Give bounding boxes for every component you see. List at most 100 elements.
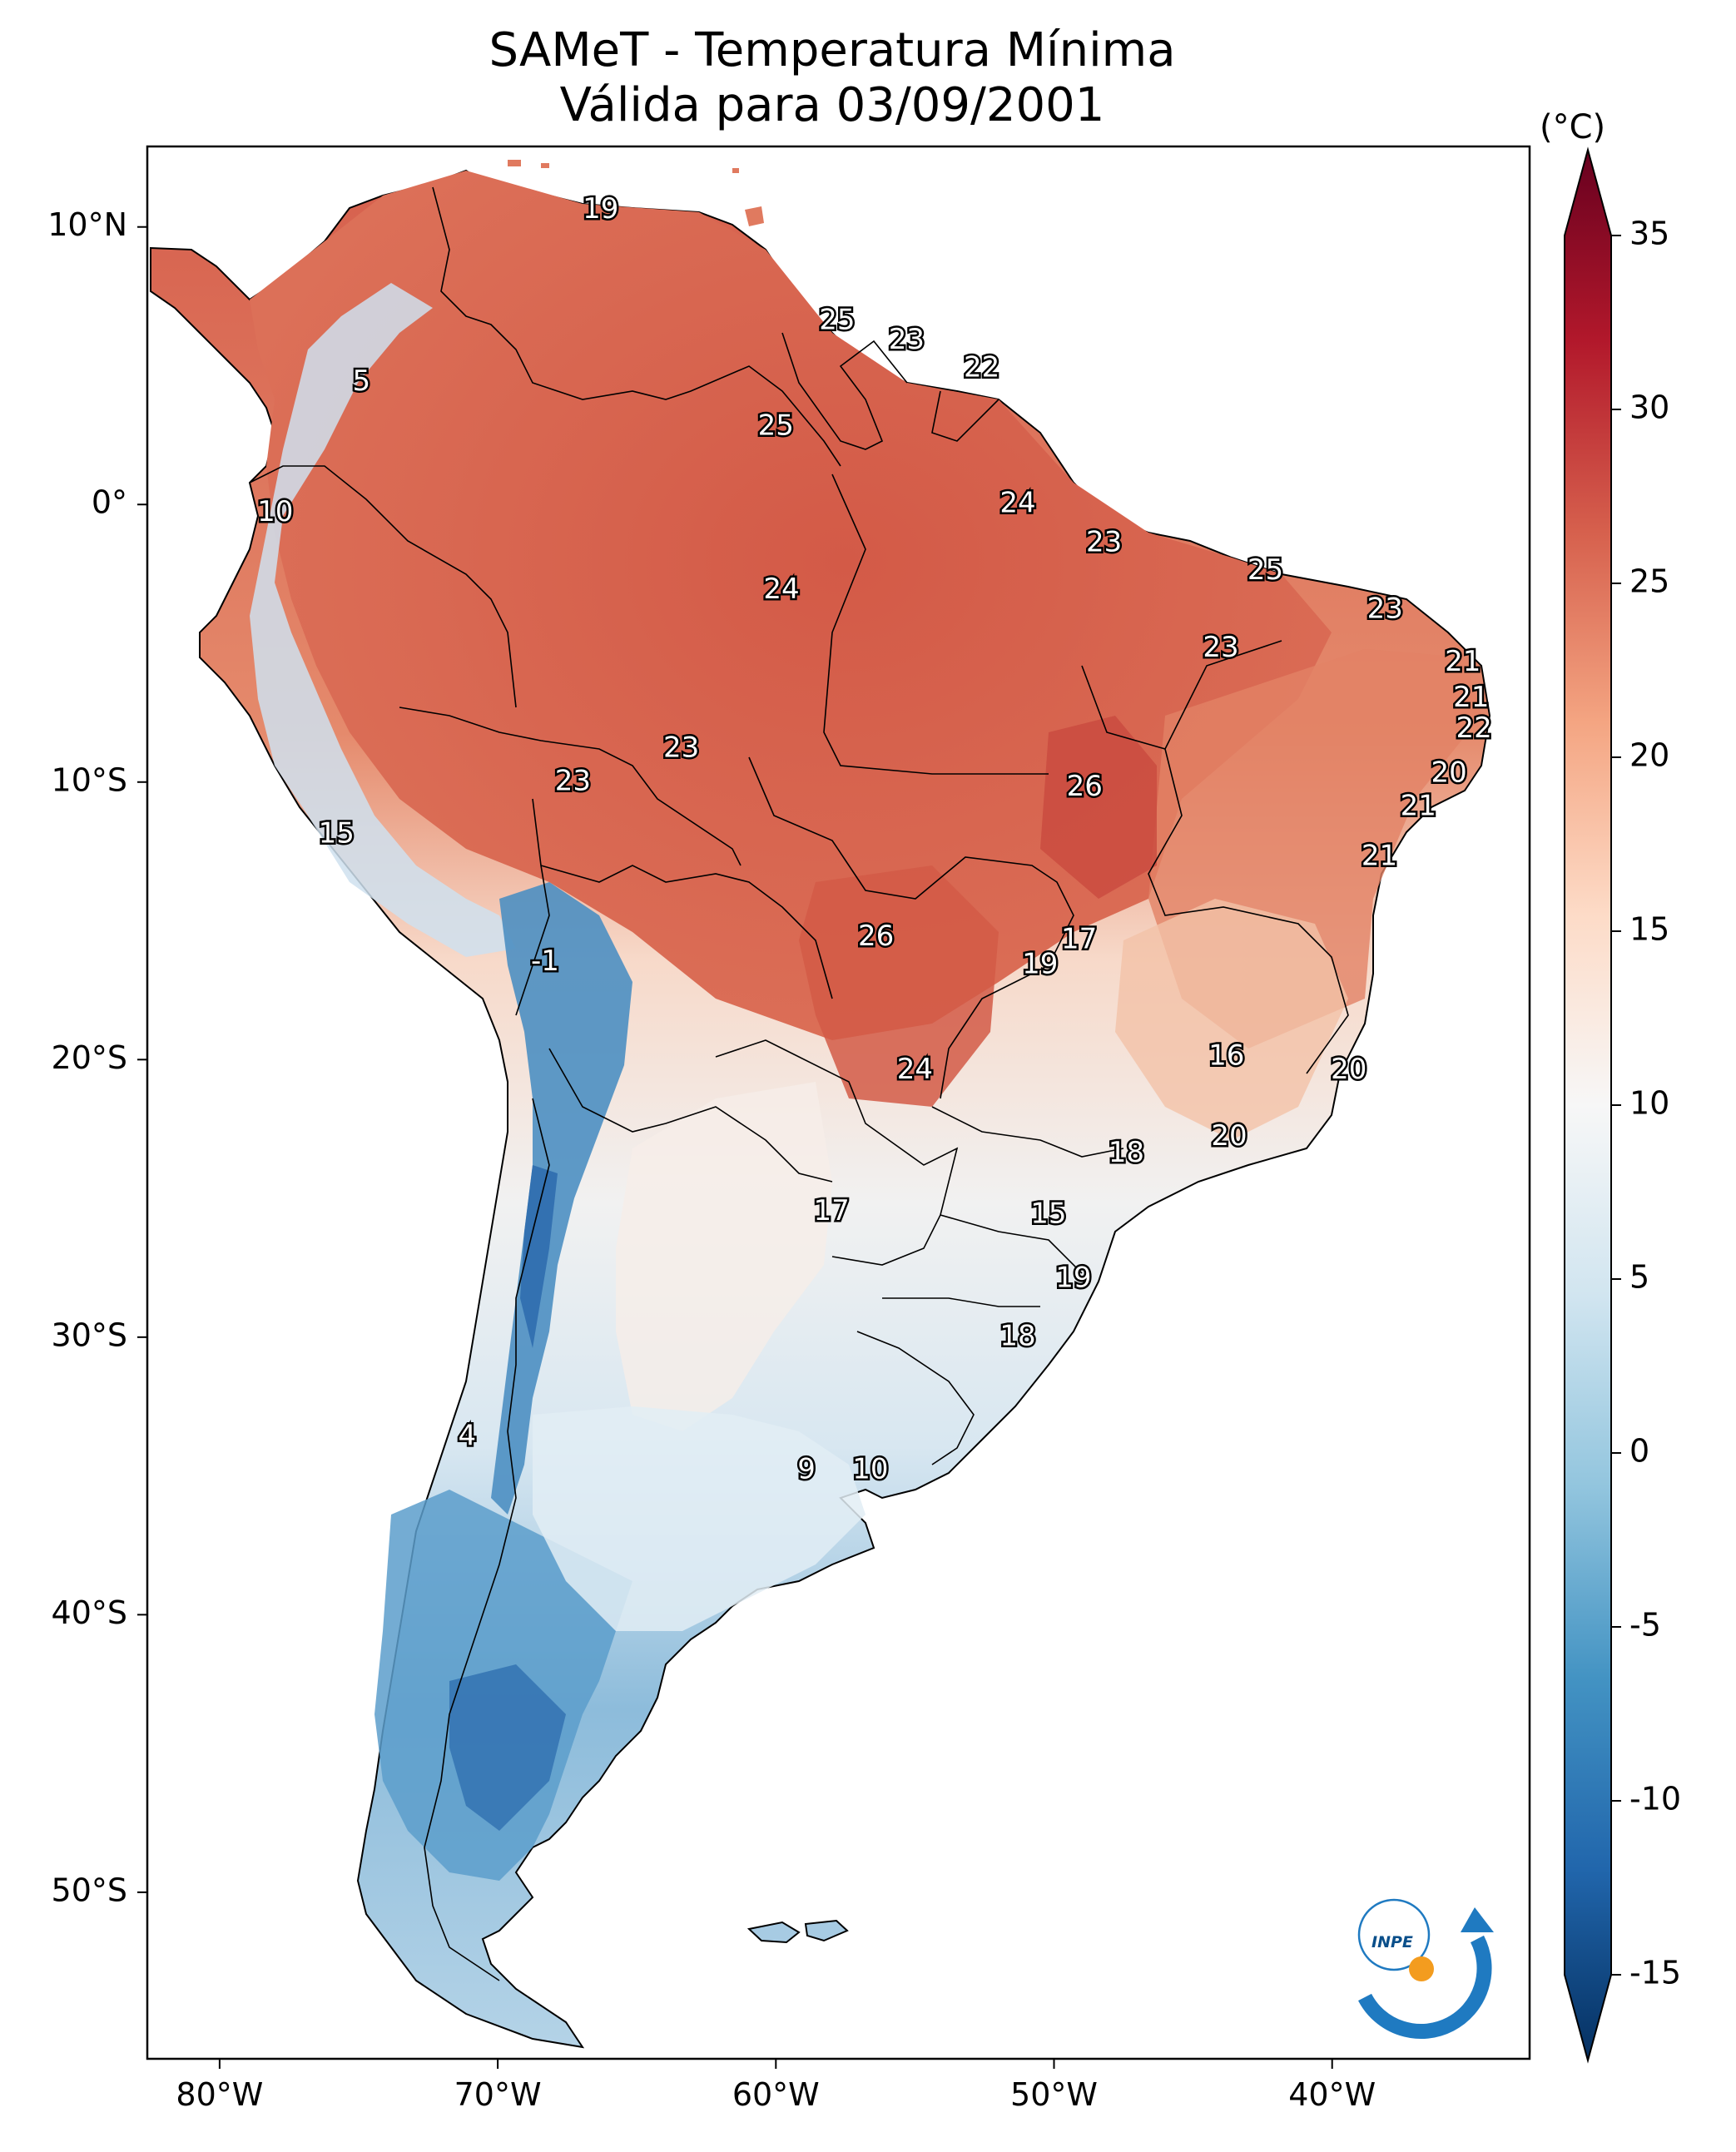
falkland-east	[804, 1919, 849, 1942]
contour-label: 24	[763, 573, 799, 606]
contour-label: 25	[1247, 553, 1283, 587]
contour-label: 20	[1431, 756, 1466, 789]
lat-tick-label: 0°	[92, 484, 127, 521]
contour-label: 21	[1453, 681, 1489, 714]
contour-label: 23	[1086, 525, 1122, 558]
lon-tick-label: 80°W	[176, 2076, 263, 2113]
contour-label: 21	[1445, 645, 1481, 678]
contour-label: 9	[797, 1452, 816, 1485]
inpe-logo-arrow	[1461, 1907, 1494, 1932]
colorbar-tick-label: 35	[1629, 216, 1669, 252]
andes-cold-core	[520, 1165, 558, 1348]
contour-label: 21	[1362, 839, 1397, 872]
trinidad-island	[745, 206, 764, 226]
contour-label: 23	[1203, 631, 1238, 664]
pampas-pale-region	[616, 1082, 832, 1431]
latitude-ticks: 10°N 0° 10°S 20°S 30°S 40°S 50°S	[47, 206, 147, 1908]
map-axes-frame	[146, 145, 1531, 2060]
contour-label: 5	[353, 364, 371, 398]
contour-label: 18	[999, 1319, 1035, 1352]
contour-label: 16	[1208, 1039, 1244, 1072]
border-colombia-ecuador	[249, 465, 517, 708]
border-brazil-interior-1	[823, 474, 1049, 775]
lat-tick-label: 10°N	[47, 206, 127, 243]
contour-label: 23	[555, 764, 591, 797]
colorbar-tick-label: -5	[1629, 1607, 1661, 1644]
colorbar-tick-label: -15	[1629, 1955, 1681, 1991]
contour-label: 19	[583, 192, 618, 226]
tocantins-hot-region	[1040, 716, 1157, 899]
continent-land	[150, 169, 1491, 2049]
contour-label: 23	[1367, 592, 1403, 625]
contour-label: 4	[459, 1419, 477, 1452]
contour-label: 26	[1067, 770, 1103, 803]
map-title: SAMeT - Temperatura Mínima Válida para 0…	[0, 23, 1664, 133]
border-argentina-chile	[424, 1098, 550, 1981]
contour-label: -1	[531, 945, 559, 978]
border-uruguay	[856, 1331, 975, 1465]
contour-label: 19	[1022, 947, 1058, 980]
inpe-logo-sun	[1409, 1956, 1434, 1981]
title-line-2: Válida para 03/09/2001	[559, 78, 1105, 132]
lon-tick-label: 60°W	[732, 2076, 820, 2113]
contour-label: 15	[1030, 1197, 1066, 1231]
small-island-2	[541, 163, 549, 168]
contour-label: 26	[858, 920, 894, 953]
contour-label: 20	[1331, 1053, 1366, 1086]
border-brazil-interior-4	[882, 1106, 1124, 1307]
longitude-ticks: 80°W 70°W 60°W 50°W 40°W	[176, 2059, 1376, 2113]
lat-tick-label: 40°S	[52, 1594, 127, 1631]
contour-label: 25	[819, 304, 855, 337]
falkland-west	[746, 1921, 801, 1944]
andes-cold-central	[491, 882, 632, 1515]
country-borders	[249, 186, 1349, 1981]
contour-label: 25	[758, 409, 794, 442]
colorbar-tick-label: 0	[1629, 1433, 1649, 1470]
andes-cold-north	[250, 283, 516, 957]
colorbar-bar	[1564, 146, 1612, 2064]
caribbean-islands	[508, 160, 764, 226]
contour-label: 10	[852, 1452, 888, 1485]
border-bolivia-south	[548, 1048, 833, 1183]
border-brazil-interior-3	[748, 756, 1074, 1099]
contour-label: 17	[1061, 922, 1097, 955]
pampas-cool-region	[533, 1406, 866, 1631]
inpe-logo-ring	[1357, 1898, 1431, 1971]
colorbar-tick-label: 25	[1629, 563, 1669, 600]
lat-tick-label: 20°S	[52, 1039, 127, 1076]
lat-tick-label: 30°S	[52, 1316, 127, 1353]
border-venezuela-colombia	[432, 186, 841, 467]
contour-label: 23	[663, 731, 699, 764]
patagonia-cold-core	[449, 1664, 566, 1831]
colorbar-tick-label: 5	[1629, 1259, 1649, 1296]
title-line-1: SAMeT - Temperatura Mínima	[489, 23, 1176, 77]
lat-tick-label: 10°S	[52, 761, 127, 798]
contour-label: 10	[257, 495, 293, 528]
contour-label: 22	[1456, 712, 1492, 745]
colorbar-unit: (°C)	[1540, 108, 1606, 146]
contour-label: 18	[1109, 1136, 1144, 1169]
colorbar-tick-label: -10	[1629, 1781, 1681, 1817]
colorbar-tick-label: 30	[1629, 389, 1669, 426]
contour-label: 20	[1211, 1119, 1247, 1153]
lon-tick-label: 40°W	[1288, 2076, 1376, 2113]
colorbar-tick-label: 15	[1629, 911, 1669, 948]
contour-label: 19	[1055, 1261, 1091, 1294]
colorbar-ticks: 35 30 25 20 15 10 5 0 -5 -10 -15	[1611, 216, 1681, 1991]
small-island-1	[508, 160, 521, 166]
lon-tick-label: 70°W	[454, 2076, 542, 2113]
border-guyanas	[781, 332, 999, 450]
inpe-logo-arc	[1358, 1935, 1492, 2039]
falkland-islands	[746, 1919, 849, 1944]
lon-tick-label: 50°W	[1010, 2076, 1098, 2113]
colorbar-tick-label: 20	[1629, 737, 1669, 774]
contour-label: 17	[814, 1194, 850, 1227]
southeast-brazil-region	[1115, 899, 1348, 1140]
colorbar-tick-label: 10	[1629, 1085, 1669, 1122]
lat-tick-label: 50°S	[52, 1872, 127, 1908]
contour-label: 15	[319, 817, 355, 850]
border-peru-bolivia	[515, 798, 550, 1016]
border-peru-brazil	[399, 707, 742, 866]
